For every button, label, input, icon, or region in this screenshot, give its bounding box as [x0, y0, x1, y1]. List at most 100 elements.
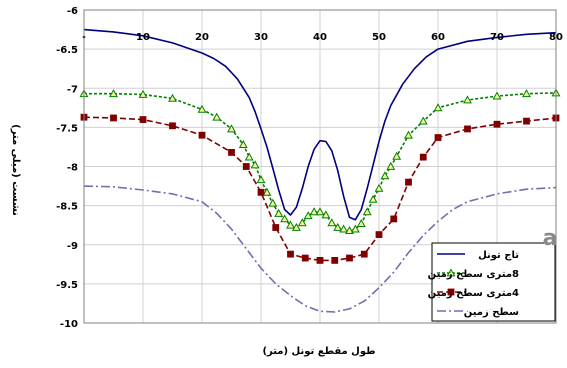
- y-tick-label: -10: [60, 319, 78, 330]
- data-point-triangle: [321, 210, 331, 219]
- data-point-square: [405, 178, 412, 186]
- data-point-square: [110, 114, 117, 122]
- x-tick-label: 10: [136, 32, 150, 43]
- data-point-square: [346, 254, 353, 262]
- data-point-triangle: [303, 211, 313, 220]
- data-point-square: [390, 215, 398, 223]
- data-point-square: [228, 149, 235, 156]
- data-point-triangle: [286, 220, 295, 229]
- series-line-0: [83, 28, 557, 221]
- data-point-triangle: [280, 214, 290, 223]
- x-tick-label: 50: [372, 32, 386, 43]
- data-point-square: [287, 250, 294, 258]
- data-point-triangle: [327, 218, 337, 227]
- data-point-triangle: [463, 95, 472, 104]
- y-tick-label: -9: [67, 241, 78, 252]
- data-point-square: [447, 288, 455, 296]
- x-axis-label: طول مقطع تونل (متر): [262, 346, 375, 357]
- grid-layer: [84, 9, 557, 324]
- x-tick-label: 20: [195, 32, 209, 43]
- legend-entry-0: تاج تونل: [437, 250, 519, 261]
- series-line-2: [83, 116, 557, 262]
- y-tick-label: -8.5: [56, 202, 78, 213]
- data-point-triangle: [138, 89, 148, 98]
- legend: تاج تونل 8متری سطح زمین 4متری سطح زمین سطح …: [428, 242, 556, 322]
- data-point-square: [331, 256, 339, 264]
- legend-entry-1: 8متری سطح زمین: [428, 268, 519, 280]
- data-point-triangle: [345, 226, 354, 235]
- panel-label: a: [543, 226, 558, 251]
- data-point-square: [360, 250, 368, 258]
- data-point-square: [301, 254, 309, 262]
- data-point-triangle: [380, 171, 390, 180]
- series-3: [83, 185, 557, 313]
- data-point-triangle: [362, 207, 372, 216]
- data-point-triangle: [212, 112, 222, 121]
- data-point-triangle: [309, 207, 319, 216]
- legend-box: [431, 242, 556, 322]
- x-tick-label: 70: [490, 32, 504, 43]
- data-point-triangle: [446, 268, 456, 277]
- data-point-triangle: [404, 130, 413, 139]
- y-tick-label: -7.5: [56, 123, 78, 134]
- y-tick-label: -7: [67, 84, 78, 95]
- data-point-square: [242, 163, 250, 170]
- data-point-square: [169, 122, 176, 130]
- data-point-triangle: [522, 89, 531, 98]
- data-point-square: [316, 256, 324, 264]
- y-tick-label: -8: [67, 163, 78, 174]
- data-point-triangle: [109, 89, 118, 98]
- legend-label: 8متری سطح زمین: [428, 269, 519, 280]
- data-point-triangle: [339, 224, 349, 233]
- data-point-triangle: [392, 151, 402, 160]
- legend-label: سطح زمین: [464, 307, 519, 318]
- data-point-triangle: [256, 175, 266, 184]
- data-point-triangle: [368, 194, 378, 203]
- y-tick-label: -9.5: [56, 280, 78, 291]
- data-point-square: [375, 231, 383, 238]
- data-point-triangle: [315, 207, 325, 216]
- data-point-triangle: [262, 187, 272, 196]
- legend-entry-2: 4متری سطح زمین: [428, 288, 519, 299]
- y-tick-label: -6.5: [56, 45, 78, 56]
- data-point-triangle: [274, 208, 284, 217]
- data-point-triangle: [418, 116, 428, 125]
- data-point-square: [419, 153, 427, 161]
- legend-label: تاج تونل: [478, 250, 519, 261]
- data-point-triangle: [291, 222, 301, 231]
- data-point-triangle: [227, 124, 236, 133]
- data-point-triangle: [244, 152, 254, 161]
- data-point-square: [257, 188, 265, 196]
- series-layer: [79, 28, 561, 313]
- data-point-square: [198, 131, 206, 139]
- data-point-square: [272, 224, 280, 231]
- data-point-triangle: [374, 183, 384, 192]
- series-1: [79, 88, 561, 235]
- x-tick-label: 60: [431, 32, 445, 43]
- data-point-triangle: [250, 160, 260, 169]
- data-point-triangle: [168, 93, 177, 102]
- data-point-triangle: [492, 91, 502, 100]
- data-point-square: [434, 134, 442, 141]
- data-point-triangle: [350, 224, 360, 233]
- legend-label: 4متری سطح زمین: [428, 288, 519, 299]
- data-point-triangle: [268, 198, 278, 207]
- y-tick-label: -6: [67, 6, 78, 17]
- axis-layer: -6 -6.5 -7 -7.5 -8 -8.5 -9 -9.5 -10 10 20 30 40 50 60 7…: [56, 6, 563, 330]
- x-tick-label: 40: [313, 32, 327, 43]
- y-axis-label: نشست (میلی متر): [10, 124, 21, 216]
- data-point-square: [464, 125, 471, 133]
- data-point-square: [139, 116, 147, 123]
- data-point-triangle: [333, 222, 343, 231]
- data-point-triangle: [238, 139, 248, 148]
- series-0: [83, 28, 557, 221]
- legend-entry-3: سطح زمین: [437, 307, 519, 318]
- data-point-square: [493, 120, 501, 128]
- data-point-triangle: [433, 103, 443, 112]
- data-point-square: [523, 117, 530, 125]
- data-point-triangle: [386, 161, 396, 170]
- data-point-triangle: [356, 218, 366, 228]
- series-line-3: [83, 185, 557, 313]
